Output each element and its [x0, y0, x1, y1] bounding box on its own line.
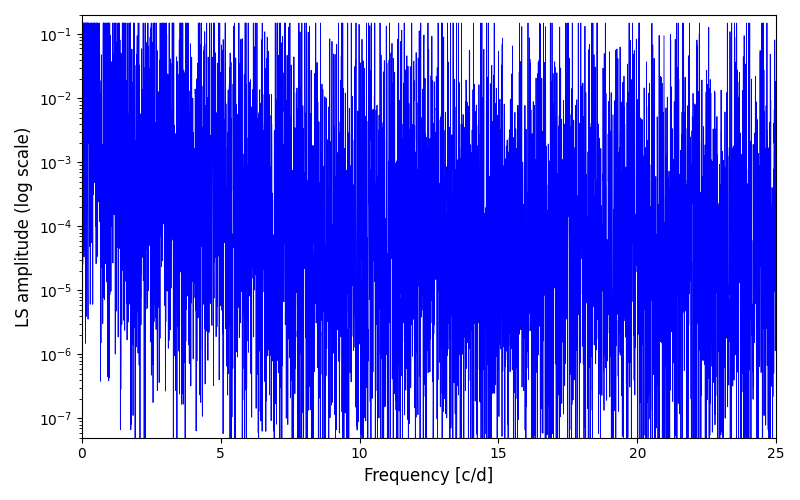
X-axis label: Frequency [c/d]: Frequency [c/d]: [364, 467, 494, 485]
Y-axis label: LS amplitude (log scale): LS amplitude (log scale): [15, 126, 33, 326]
